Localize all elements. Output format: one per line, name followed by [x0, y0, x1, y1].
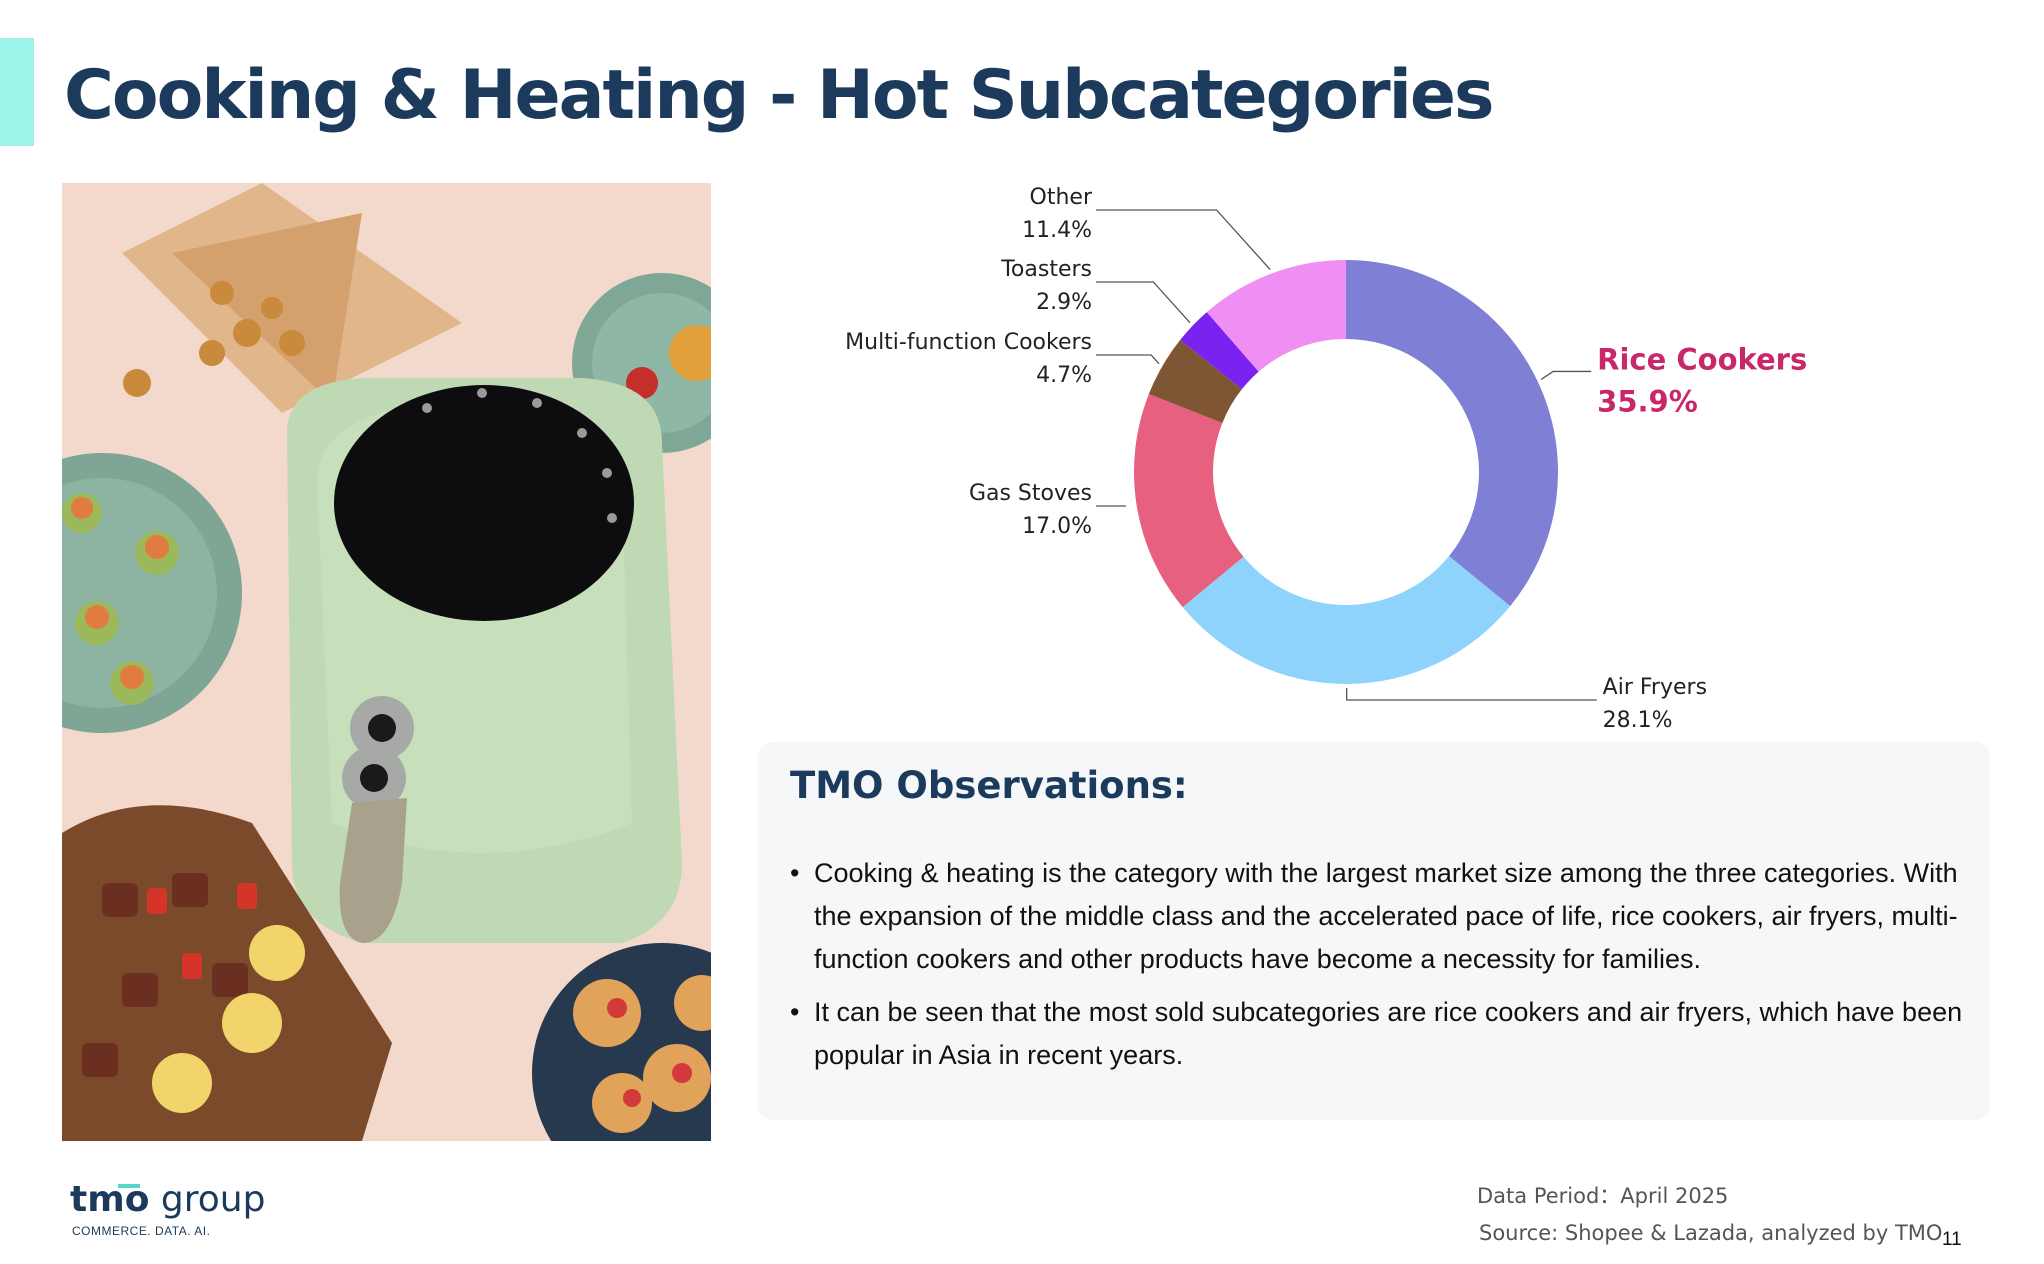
- observations-list: • Cooking & heating is the category with …: [790, 852, 1980, 1087]
- slice-value-gas-stoves: 17.0%: [1022, 514, 1092, 539]
- leader-line-other: [1096, 209, 1271, 271]
- donut-chart-svg: Rice Cookers 35.9% Air Fryers 28.1% Gas Stov…: [845, 185, 1807, 733]
- slice-value-other: 11.4%: [1022, 218, 1092, 243]
- slice-multi-function-cookers: [1148, 339, 1242, 424]
- slice-label-gas-stoves: Gas Stoves: [969, 481, 1092, 506]
- leader-line-rice-cookers: [1540, 370, 1592, 380]
- slice-rice-cookers: [1346, 260, 1558, 607]
- leader-line-air-fryers: [1346, 687, 1597, 701]
- source-note: Source: Shopee & Lazada, analyzed by TMO: [1479, 1221, 1943, 1245]
- logo-wordmark: tmo group: [70, 1180, 265, 1220]
- bullet-dot: •: [790, 997, 800, 1027]
- observation-text: It can be seen that the most sold subcat…: [814, 997, 1963, 1070]
- observation-bullet: • It can be seen that the most sold subca…: [790, 991, 1980, 1077]
- slice-label-multi-function-cookers: Multi-function Cookers: [845, 330, 1092, 355]
- leader-line-toasters: [1096, 281, 1191, 324]
- page-title: Cooking & Heating - Hot Subcategories: [64, 56, 1495, 135]
- air-fryer-photo: [62, 183, 711, 1141]
- handle: [339, 798, 407, 943]
- slice-value-rice-cookers: 35.9%: [1597, 384, 1698, 418]
- bullet-dot: •: [790, 858, 800, 888]
- slice-label-rice-cookers: Rice Cookers: [1597, 342, 1807, 376]
- title-accent-bar: [0, 38, 34, 146]
- slice-value-multi-function-cookers: 4.7%: [1036, 363, 1092, 388]
- slice-label-other: Other: [1030, 185, 1093, 210]
- slice-label-toasters: Toasters: [1000, 257, 1092, 282]
- donut-chart: Rice Cookers 35.9% Air Fryers 28.1% Gas Stov…: [760, 170, 2020, 740]
- observation-text: Cooking & heating is the category with t…: [814, 858, 1958, 974]
- logo-tagline: COMMERCE. DATA. AI.: [72, 1224, 211, 1238]
- slice-toasters: [1180, 312, 1259, 390]
- observations-title: TMO Observations:: [790, 764, 1188, 807]
- slice-value-air-fryers: 28.1%: [1603, 708, 1673, 733]
- observation-bullet: • Cooking & heating is the category with …: [790, 852, 1980, 981]
- slice-other: [1206, 260, 1346, 372]
- leader-line-multi-function-cookers: [1096, 354, 1160, 365]
- logo-accent: [118, 1184, 140, 1188]
- slice-gas-stoves: [1134, 393, 1244, 608]
- control-panel: [334, 385, 634, 621]
- observations-panel: TMO Observations: • Cooking & heating is …: [758, 742, 1990, 1120]
- logo-light: group: [149, 1179, 266, 1220]
- slice-air-fryers: [1182, 556, 1511, 684]
- data-period: Data Period：April 2025: [1477, 1184, 1729, 1208]
- slice-label-air-fryers: Air Fryers: [1603, 675, 1707, 700]
- slice-value-toasters: 2.9%: [1036, 290, 1092, 315]
- tmo-group-logo: tmo group COMMERCE. DATA. AI.: [70, 1180, 265, 1240]
- page-number: 11: [1942, 1229, 1962, 1250]
